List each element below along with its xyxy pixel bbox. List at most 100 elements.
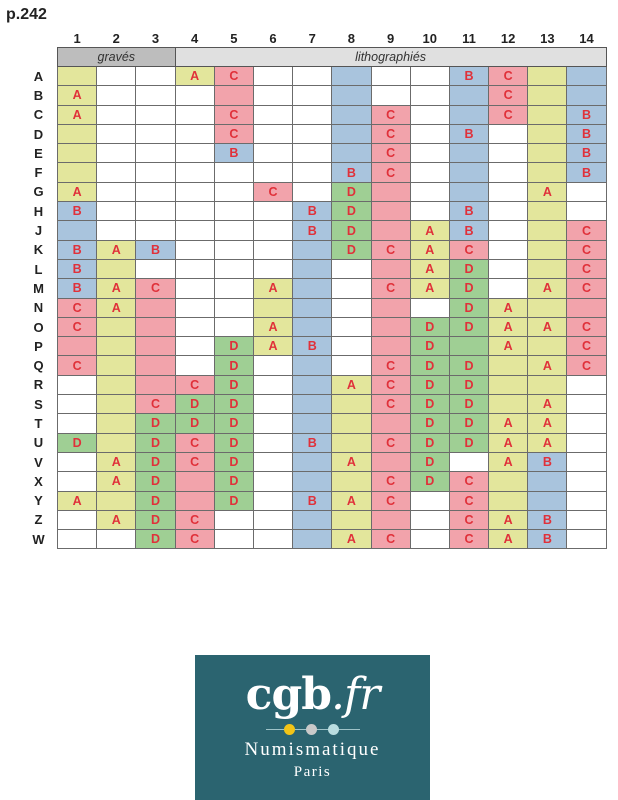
table-cell: C [213,104,254,125]
table-cell: C [566,336,607,357]
table-cell [174,162,215,183]
table-cell: C [56,355,98,376]
table-cell [527,258,568,280]
table-cell: C [448,490,490,511]
table-cell [292,509,333,531]
table-cell: D [448,316,490,338]
table-cell: A [331,374,372,396]
table-cell [56,394,98,415]
table-cell [213,529,254,550]
table-cell: C [566,220,607,241]
table-cell [488,374,529,396]
table-cell [566,394,607,415]
table-cell [56,162,98,183]
table-cell [135,201,176,222]
table-cell: D [213,471,254,492]
table-cell [213,181,254,203]
table-cell: D [331,239,372,260]
table-cell: B [448,220,490,241]
table-cell [488,181,529,203]
table-cell [174,143,215,164]
table-cell [213,316,254,338]
table-cell: D [135,529,176,550]
table-cell: D [213,374,254,396]
table-cell: A [409,220,450,241]
table-cell [527,297,568,318]
table-cell [448,336,490,357]
table-cell: D [448,432,490,453]
table-cell [174,104,215,125]
table-cell: A [331,451,372,473]
page-number: p.242 [6,6,47,23]
table-cell [174,201,215,222]
table-cell: B [566,162,607,183]
table-cell [135,297,176,318]
table-cell [252,220,294,241]
table-cell [96,143,137,164]
table-cell: C [370,162,411,183]
table-cell [213,509,254,531]
table-cell: D [448,258,490,280]
table-cell [252,394,294,415]
table-cell [527,162,568,183]
table-cell: B [56,239,98,260]
table-cell: C [213,123,254,145]
table-cell [331,123,372,145]
table-cell [96,162,137,183]
table-cell [448,451,490,473]
table-cell: D [213,394,254,415]
table-cell [292,413,333,434]
table-cell: C [174,432,215,453]
table-cell [292,394,333,415]
table-cell [135,104,176,125]
table-cell: A [409,278,450,299]
logo-brand-ext: .fr [331,669,380,720]
table-cell: B [448,65,490,87]
table-cell [292,471,333,492]
table-cell [56,471,98,492]
table-cell [409,490,450,511]
table-cell: A [527,394,568,415]
table-cell: D [213,451,254,473]
table-cell [370,220,411,241]
cgb-logo: cgb.fr Numismatique Paris [195,655,430,800]
table-cell [370,85,411,106]
table-cell: A [96,471,137,492]
table-cell: C [213,65,254,87]
table-cell [527,143,568,164]
table-cell [488,162,529,183]
table-cell [331,394,372,415]
logo-paris: Paris [293,764,332,780]
table-cell [488,394,529,415]
table-cell: D [409,413,450,434]
table-cell: D [448,355,490,376]
table-cell: A [56,104,98,125]
table-cell: D [331,201,372,222]
table-cell [331,432,372,453]
table-cell: B [135,239,176,260]
table-cell: A [527,355,568,376]
table-cell [174,297,215,318]
logo-dot-lightblue [327,724,339,735]
table-cell [174,490,215,511]
table-cell: A [96,451,137,473]
table-cell [174,239,215,260]
column-number: 10 [422,31,438,46]
table-cell [448,162,490,183]
table-cell [488,258,529,280]
table-cell: A [527,316,568,338]
column-number: 4 [191,31,199,46]
table-cell: D [448,413,490,434]
table-cell [174,471,215,492]
table-cell [566,451,607,473]
table-cell [370,297,411,318]
row-label: A [33,68,44,84]
table-cell: D [448,278,490,299]
table-cell [566,509,607,531]
table-cell [370,336,411,357]
table-cell: A [488,297,529,318]
